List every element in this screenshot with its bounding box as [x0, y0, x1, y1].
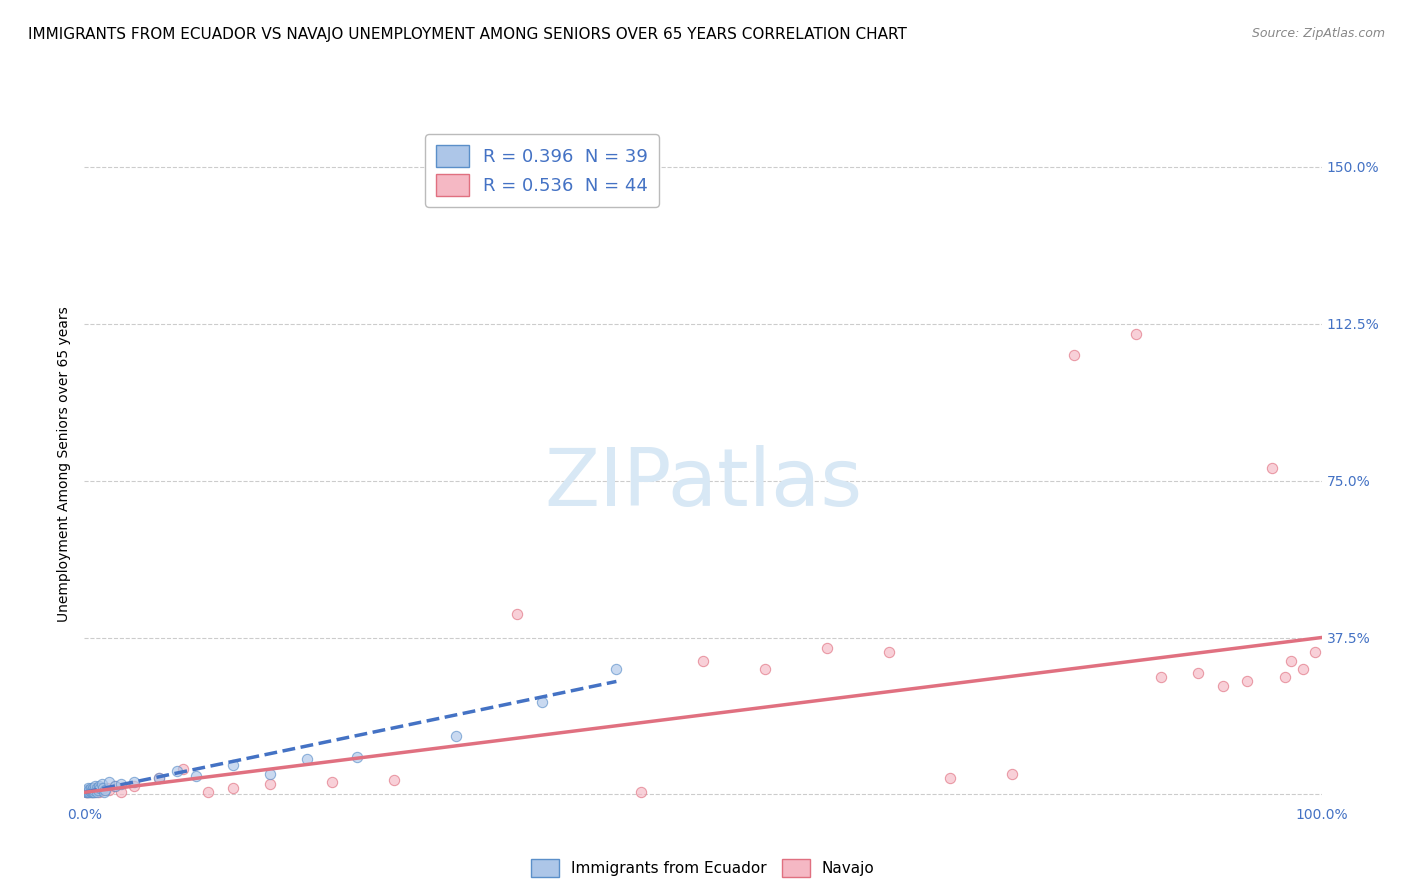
Point [79, 781, 101, 796]
Point [77, 783, 100, 797]
Point [815, 640, 838, 655]
Point [79, 783, 101, 797]
Point [222, 758, 245, 772]
Point [148, 771, 170, 785]
Point [1279, 653, 1302, 667]
Point [110, 785, 132, 799]
Point [630, 785, 652, 799]
Point [82, 781, 104, 796]
Point [75, 785, 97, 799]
Point [76, 783, 98, 797]
Point [79, 783, 101, 797]
Point [259, 766, 281, 780]
Point [77, 781, 100, 796]
Point [259, 777, 281, 791]
Point [1261, 461, 1284, 475]
Point [222, 781, 245, 796]
Point [89, 779, 111, 793]
Point [1150, 670, 1173, 684]
Point [86, 783, 108, 797]
Legend: Immigrants from Ecuador, Navajo: Immigrants from Ecuador, Navajo [526, 853, 880, 883]
Point [79, 785, 101, 799]
Point [172, 762, 194, 776]
Point [1305, 645, 1327, 659]
Y-axis label: Unemployment Among Seniors over 65 years: Unemployment Among Seniors over 65 years [58, 306, 72, 622]
Point [1125, 327, 1147, 342]
Point [939, 771, 962, 785]
Point [754, 662, 776, 676]
Point [104, 779, 127, 793]
Point [110, 777, 132, 791]
Point [1236, 674, 1258, 689]
Point [104, 779, 127, 793]
Point [184, 769, 207, 783]
Point [605, 662, 627, 676]
Point [295, 752, 318, 766]
Point [444, 729, 467, 743]
Point [80, 785, 103, 799]
Point [75, 785, 97, 799]
Point [90, 777, 112, 791]
Point [382, 772, 405, 787]
Text: IMMIGRANTS FROM ECUADOR VS NAVAJO UNEMPLOYMENT AMONG SENIORS OVER 65 YEARS CORRE: IMMIGRANTS FROM ECUADOR VS NAVAJO UNEMPL… [28, 27, 907, 42]
Point [87, 783, 110, 797]
Point [84, 785, 107, 799]
Point [89, 785, 111, 799]
Point [77, 785, 100, 799]
Point [83, 781, 105, 796]
Point [197, 785, 219, 799]
Point [80, 783, 103, 797]
Point [166, 764, 188, 779]
Point [1063, 348, 1085, 362]
Point [86, 785, 108, 799]
Point [346, 749, 368, 764]
Point [1001, 766, 1024, 780]
Point [94, 783, 117, 797]
Point [98, 783, 121, 797]
Point [148, 771, 170, 785]
Point [321, 775, 343, 789]
Point [877, 645, 900, 659]
Point [1212, 679, 1234, 693]
Point [76, 785, 98, 799]
Point [79, 785, 101, 799]
Point [89, 781, 111, 796]
Point [122, 775, 145, 789]
Point [93, 785, 115, 799]
Point [1187, 666, 1209, 681]
Text: Source: ZipAtlas.com: Source: ZipAtlas.com [1251, 27, 1385, 40]
Point [83, 783, 105, 797]
Point [84, 779, 107, 793]
Point [1274, 670, 1296, 684]
Point [91, 783, 114, 797]
Point [76, 785, 98, 799]
Point [1292, 662, 1315, 676]
Point [91, 781, 114, 796]
Point [87, 781, 110, 796]
Point [98, 775, 121, 789]
Text: ZIPatlas: ZIPatlas [544, 445, 862, 524]
Point [79, 785, 101, 799]
Point [122, 779, 145, 793]
Point [86, 781, 108, 796]
Point [96, 781, 118, 796]
Point [506, 607, 529, 622]
Point [82, 785, 104, 799]
Point [83, 785, 105, 799]
Point [80, 785, 103, 799]
Point [692, 653, 714, 667]
Point [531, 695, 554, 709]
Point [82, 783, 104, 797]
